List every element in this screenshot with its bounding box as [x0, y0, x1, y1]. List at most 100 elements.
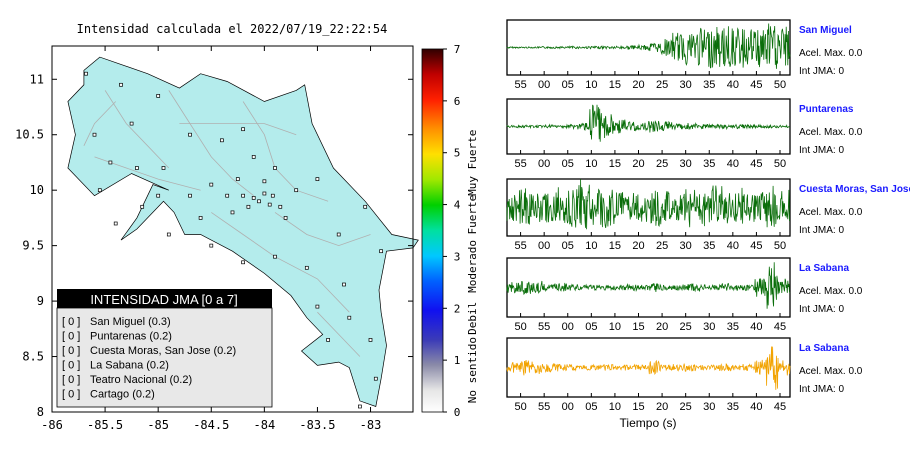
map-y-tick-label: 8.5 [22, 350, 44, 364]
station-marker [241, 193, 245, 198]
station-marker [188, 132, 192, 137]
max-acceleration: Acel. Max. 0.0 [799, 48, 863, 59]
legend-items: [ 0 ] San Miguel (0.3) [ 0 ] Puntarenas (0.… [62, 316, 236, 401]
trace-x-tick-label: 40 [727, 240, 739, 252]
station-marker [92, 132, 97, 137]
trace-x-tick-label: 45 [750, 158, 762, 170]
trace-x-tick-label: 00 [562, 401, 574, 413]
station-marker [373, 376, 378, 381]
trace-x-tick-label: 55 [538, 401, 550, 413]
jma-intensity: Int JMA: 0 [799, 384, 844, 395]
trace-x-tick-label: 25 [656, 240, 668, 252]
legend-label: Cuesta Moras, San Jose (0.2) [90, 345, 236, 357]
trace-x-tick-label: 15 [632, 401, 644, 413]
map-y-tick-label: 11 [30, 72, 44, 86]
map-frame [51, 45, 414, 413]
trace-x-tick-label: 25 [680, 401, 692, 413]
waveform-line [506, 179, 791, 230]
station-marker [129, 121, 134, 126]
trace-x-tick-label: 40 [750, 401, 762, 413]
map-title: Intensidad calculada el 2022/07/19_22:22… [77, 22, 388, 36]
legend-marker: [ 0 ] [62, 374, 80, 386]
trace-x-tick-label: 40 [727, 158, 739, 170]
trace-x-tick-label: 00 [538, 79, 550, 91]
trace-x-tick-label: 35 [703, 79, 715, 91]
station-name: Puntarenas [799, 104, 854, 115]
trace-x-tick-label: 45 [774, 321, 786, 333]
trace-x-tick-label: 35 [727, 321, 739, 333]
seismogram-panels: 55 00 05 10 15 20 25 30 35 40 45 50 San Miguel Acel. … [506, 19, 910, 413]
station-marker [347, 315, 352, 320]
trace-x-tick-label: 10 [585, 240, 597, 252]
map-y-tick-label: 8 [37, 405, 44, 419]
trace-x-tick-label: 10 [609, 401, 621, 413]
station-marker [326, 338, 330, 342]
station-marker [246, 204, 251, 209]
max-acceleration: Acel. Max. 0.0 [799, 366, 863, 377]
trace-x-tick-label: 00 [538, 158, 550, 170]
jma-intensity: Int JMA: 0 [799, 225, 844, 236]
legend-marker: [ 0 ] [62, 316, 80, 328]
waveform-line [506, 346, 791, 390]
trace-x-tick-label: 15 [609, 240, 621, 252]
station-marker [225, 193, 230, 198]
trace-x-tick-label: 20 [656, 321, 668, 333]
trace-x-tick-label: 50 [774, 79, 786, 91]
station-marker [220, 138, 224, 143]
waveform-line [506, 104, 790, 142]
colorbar-tick-label: 6 [454, 95, 461, 108]
trace-x-tick-label: 50 [774, 158, 786, 170]
station-marker [113, 221, 118, 226]
trace-x-tick-label: 30 [680, 79, 692, 91]
trace-x-tick-label: 45 [774, 401, 786, 413]
station-name: Cuesta Moras, San Jose [799, 184, 910, 195]
waveform-line [506, 262, 791, 309]
max-acceleration: Acel. Max. 0.0 [799, 207, 863, 218]
station-name: San Miguel [799, 25, 852, 36]
station-marker [135, 166, 139, 170]
station-marker [230, 210, 235, 215]
map-x-tick-label: -83.5 [299, 418, 335, 432]
trace-x-tick-label: 45 [750, 79, 762, 91]
station-markers [84, 71, 383, 409]
trace-x-tick-label: 05 [562, 240, 574, 252]
station-marker [294, 188, 299, 193]
station-marker [315, 304, 320, 309]
legend-label: San Miguel (0.3) [90, 316, 171, 328]
colorbar-tick-label: 2 [454, 302, 461, 315]
legend-label: Puntarenas (0.2) [90, 331, 172, 343]
station-marker [251, 155, 256, 159]
station-marker [241, 127, 245, 132]
trace-x-tick-label: 55 [514, 240, 526, 252]
station-marker [257, 199, 261, 204]
station-marker [156, 193, 161, 198]
map-x-tick-label: -86 [41, 418, 63, 432]
colorbar-tick-label: 7 [454, 43, 461, 56]
trace-x-tick-label: 15 [632, 321, 644, 333]
station-marker [342, 282, 346, 287]
colorbar-tick-label: 5 [454, 147, 461, 160]
seismogram-panel: 50 55 00 05 10 15 20 25 30 35 40 45 La Sabana Acel. M… [506, 257, 863, 333]
station-marker [315, 177, 320, 181]
station-marker [358, 404, 362, 409]
river-line [104, 90, 170, 169]
jma-intensity: Int JMA: 0 [799, 304, 844, 315]
trace-x-tick-label: 40 [727, 79, 739, 91]
map-x-axis: -86 -85.5 -85 -84.5 -84 -83.5 -83 [41, 46, 381, 432]
intensity-colorbar: 0 1 2 3 4 5 6 7 No sentido Debil Moderado FuerteMu… [421, 43, 479, 419]
station-marker [108, 160, 113, 165]
trace-x-tick-label: 50 [514, 401, 526, 413]
station-marker [209, 182, 214, 187]
seismogram-panel: 55 00 05 10 15 20 25 30 35 40 45 50 Cuesta Moras, Sa… [506, 178, 910, 252]
trace-x-tick-label: 05 [562, 158, 574, 170]
station-marker [273, 254, 277, 259]
trace-x-tick-label: 20 [632, 158, 644, 170]
seismogram-panel: 55 00 05 10 15 20 25 30 35 40 45 50 San Miguel Acel. … [506, 19, 863, 91]
colorbar-category-label: Debil [466, 302, 479, 335]
legend-label: Cartago (0.2) [90, 389, 155, 401]
station-marker [304, 265, 309, 270]
trace-x-tick-label: 25 [656, 79, 668, 91]
trace-x-tick-label: 25 [680, 321, 692, 333]
station-marker [84, 71, 88, 76]
map-y-tick-label: 9 [37, 294, 44, 308]
